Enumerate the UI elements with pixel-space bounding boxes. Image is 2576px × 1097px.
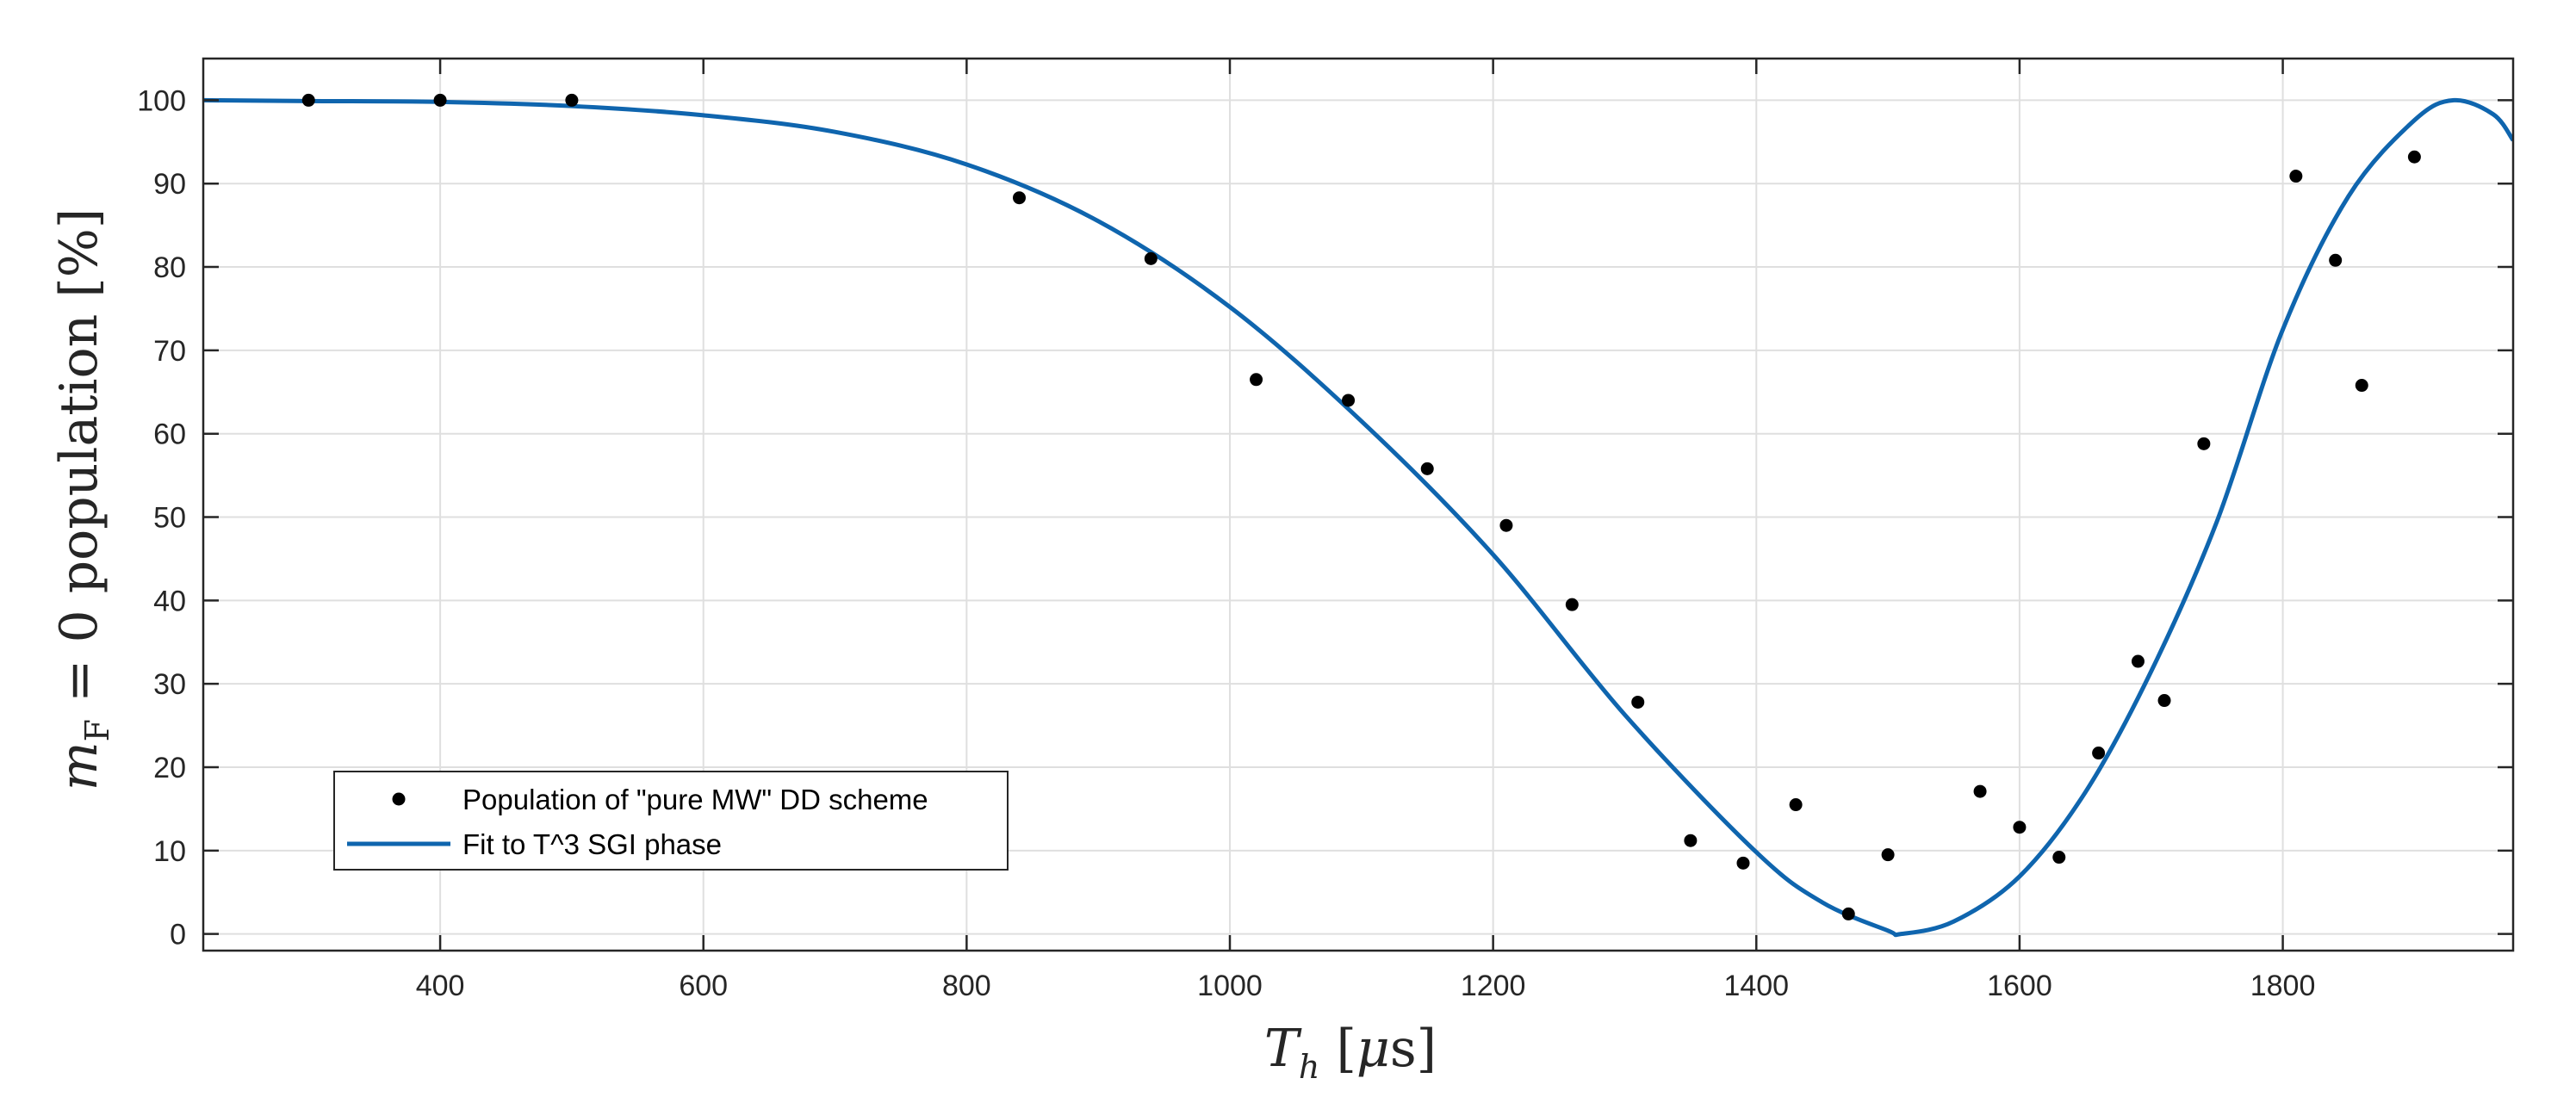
data-point <box>1250 373 1263 387</box>
data-point <box>1420 462 1434 475</box>
y-tick-label: 80 <box>153 251 186 284</box>
x-tick-label: 800 <box>942 970 991 1002</box>
data-point <box>2013 821 2027 834</box>
grid-lines <box>203 59 2513 951</box>
y-tick-label: 60 <box>153 418 186 451</box>
y-axis-label: mF = 0 population [%] <box>49 208 116 790</box>
data-point <box>1881 848 1895 862</box>
data-point <box>1144 251 1158 265</box>
data-point <box>301 93 315 107</box>
y-tick-label: 20 <box>153 752 186 784</box>
x-tick-label: 400 <box>416 970 465 1002</box>
x-tick-label: 1400 <box>1723 970 1789 1002</box>
data-point <box>1973 784 1987 798</box>
legend-box <box>333 771 1009 871</box>
data-point <box>2197 437 2211 450</box>
x-axis-label: Th [μs] <box>1264 1019 1437 1086</box>
y-tick-label: 30 <box>153 668 186 701</box>
x-tick-label: 1200 <box>1461 970 1526 1002</box>
data-point <box>1789 798 1803 812</box>
data-point <box>2329 253 2343 267</box>
data-point <box>2289 170 2303 183</box>
y-tick-label: 0 <box>170 919 186 951</box>
data-point <box>1736 856 1750 870</box>
axis-tick-labels: 400 600 800 1000 1200 1400 1600 1800 0 10 20 30 40 50… <box>137 84 2315 1002</box>
x-tick-label: 1800 <box>2250 970 2316 1002</box>
data-point <box>2407 150 2421 164</box>
data-point <box>2355 379 2368 393</box>
data-point <box>1012 191 1026 205</box>
fit-curve <box>203 97 2513 938</box>
plot-area-frame <box>202 57 2515 952</box>
legend-label-points: Population of "pure MW" DD scheme <box>462 784 928 815</box>
data-point <box>433 93 447 107</box>
data-point <box>2052 851 2066 865</box>
fit-curve-layer <box>203 97 2513 938</box>
data-point <box>1631 695 1645 709</box>
data-point <box>1499 518 1513 532</box>
data-point <box>1342 394 1356 407</box>
x-tick-label: 1600 <box>1987 970 2052 1002</box>
data-point <box>1565 598 1579 611</box>
y-tick-label: 10 <box>153 835 186 868</box>
x-tick-label: 1000 <box>1197 970 1263 1002</box>
data-point <box>2157 694 2171 708</box>
y-tick-label: 100 <box>137 84 186 117</box>
y-tick-label: 90 <box>153 168 186 201</box>
data-point <box>1841 907 1855 920</box>
legend: Population of "pure MW" DD scheme Fit to… <box>333 771 1009 871</box>
axis-ticks <box>203 59 2513 951</box>
y-tick-label: 50 <box>153 502 186 535</box>
data-point <box>2131 654 2145 668</box>
y-tick-label: 40 <box>153 585 186 617</box>
data-points-layer <box>301 93 2421 920</box>
y-tick-label: 70 <box>153 335 186 368</box>
legend-label-fit: Fit to T^3 SGI phase <box>462 828 722 860</box>
data-point <box>2092 747 2106 760</box>
data-point <box>565 93 579 107</box>
x-tick-label: 600 <box>679 970 728 1002</box>
legend-marker-points <box>392 792 406 806</box>
data-point <box>1684 834 1698 847</box>
